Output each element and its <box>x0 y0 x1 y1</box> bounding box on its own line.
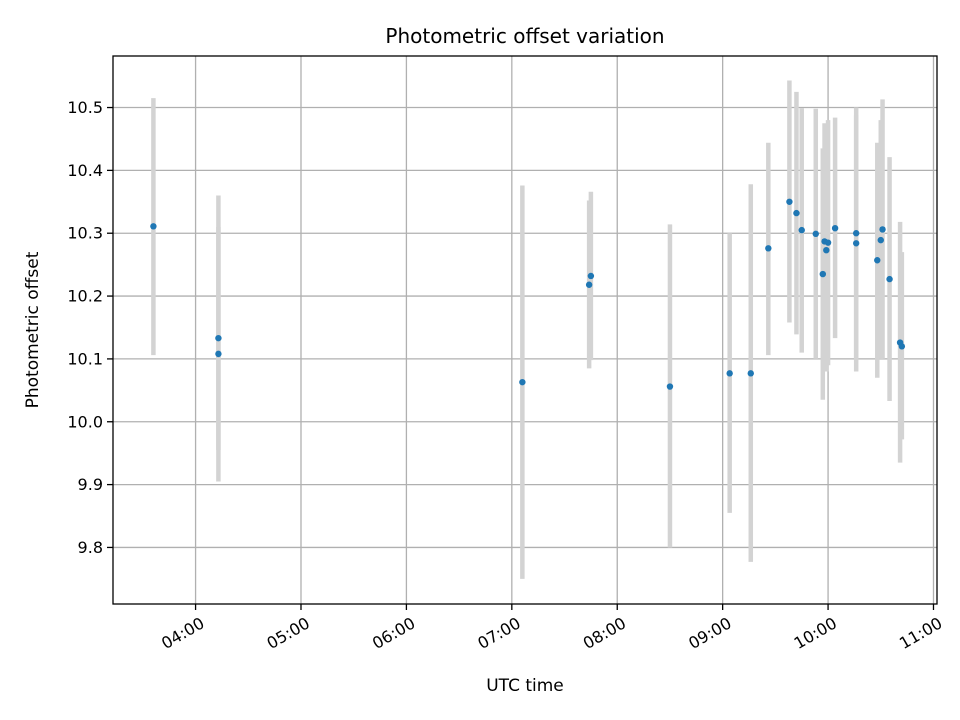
data-point <box>824 239 832 246</box>
data-point <box>879 226 886 233</box>
data-point <box>874 257 881 264</box>
data-point <box>831 224 839 232</box>
x-axis-title: UTC time <box>486 676 564 696</box>
data-point <box>823 246 830 254</box>
data-point <box>150 223 157 230</box>
data-point <box>793 209 800 217</box>
data-point <box>786 198 793 205</box>
y-tick-label: 10.0 <box>67 412 103 431</box>
y-axis-title: Photometric offset <box>23 251 43 408</box>
y-tick-label: 9.9 <box>78 475 103 494</box>
data-point <box>215 350 222 358</box>
data-point <box>877 236 884 244</box>
data-point <box>747 370 754 377</box>
data-point <box>726 370 733 377</box>
data-points <box>150 198 906 390</box>
data-point <box>585 281 593 288</box>
data-point <box>519 378 526 386</box>
y-tick-label: 9.8 <box>78 538 103 557</box>
data-point <box>666 383 674 390</box>
data-point <box>852 230 860 237</box>
chart-title: Photometric offset variation <box>385 24 664 48</box>
y-tick-label: 10.3 <box>67 224 103 243</box>
data-point <box>898 343 906 350</box>
data-point <box>765 245 772 252</box>
data-point <box>812 230 819 238</box>
data-point <box>886 275 893 283</box>
y-tick-label: 10.1 <box>67 349 103 368</box>
y-tick-label: 10.5 <box>67 98 103 117</box>
plot-frame <box>112 55 938 605</box>
data-point <box>852 240 860 247</box>
data-point <box>215 334 222 342</box>
y-tick-label: 10.4 <box>67 161 103 180</box>
y-tick-label: 10.2 <box>67 287 103 306</box>
data-point <box>819 270 826 278</box>
data-point <box>587 272 595 280</box>
grid <box>113 56 937 604</box>
y-axis-ticks: 9.8 9.9 10.0 10.1 10.2 10.3 10.4 10.5 <box>67 98 113 557</box>
data-point <box>798 226 805 234</box>
